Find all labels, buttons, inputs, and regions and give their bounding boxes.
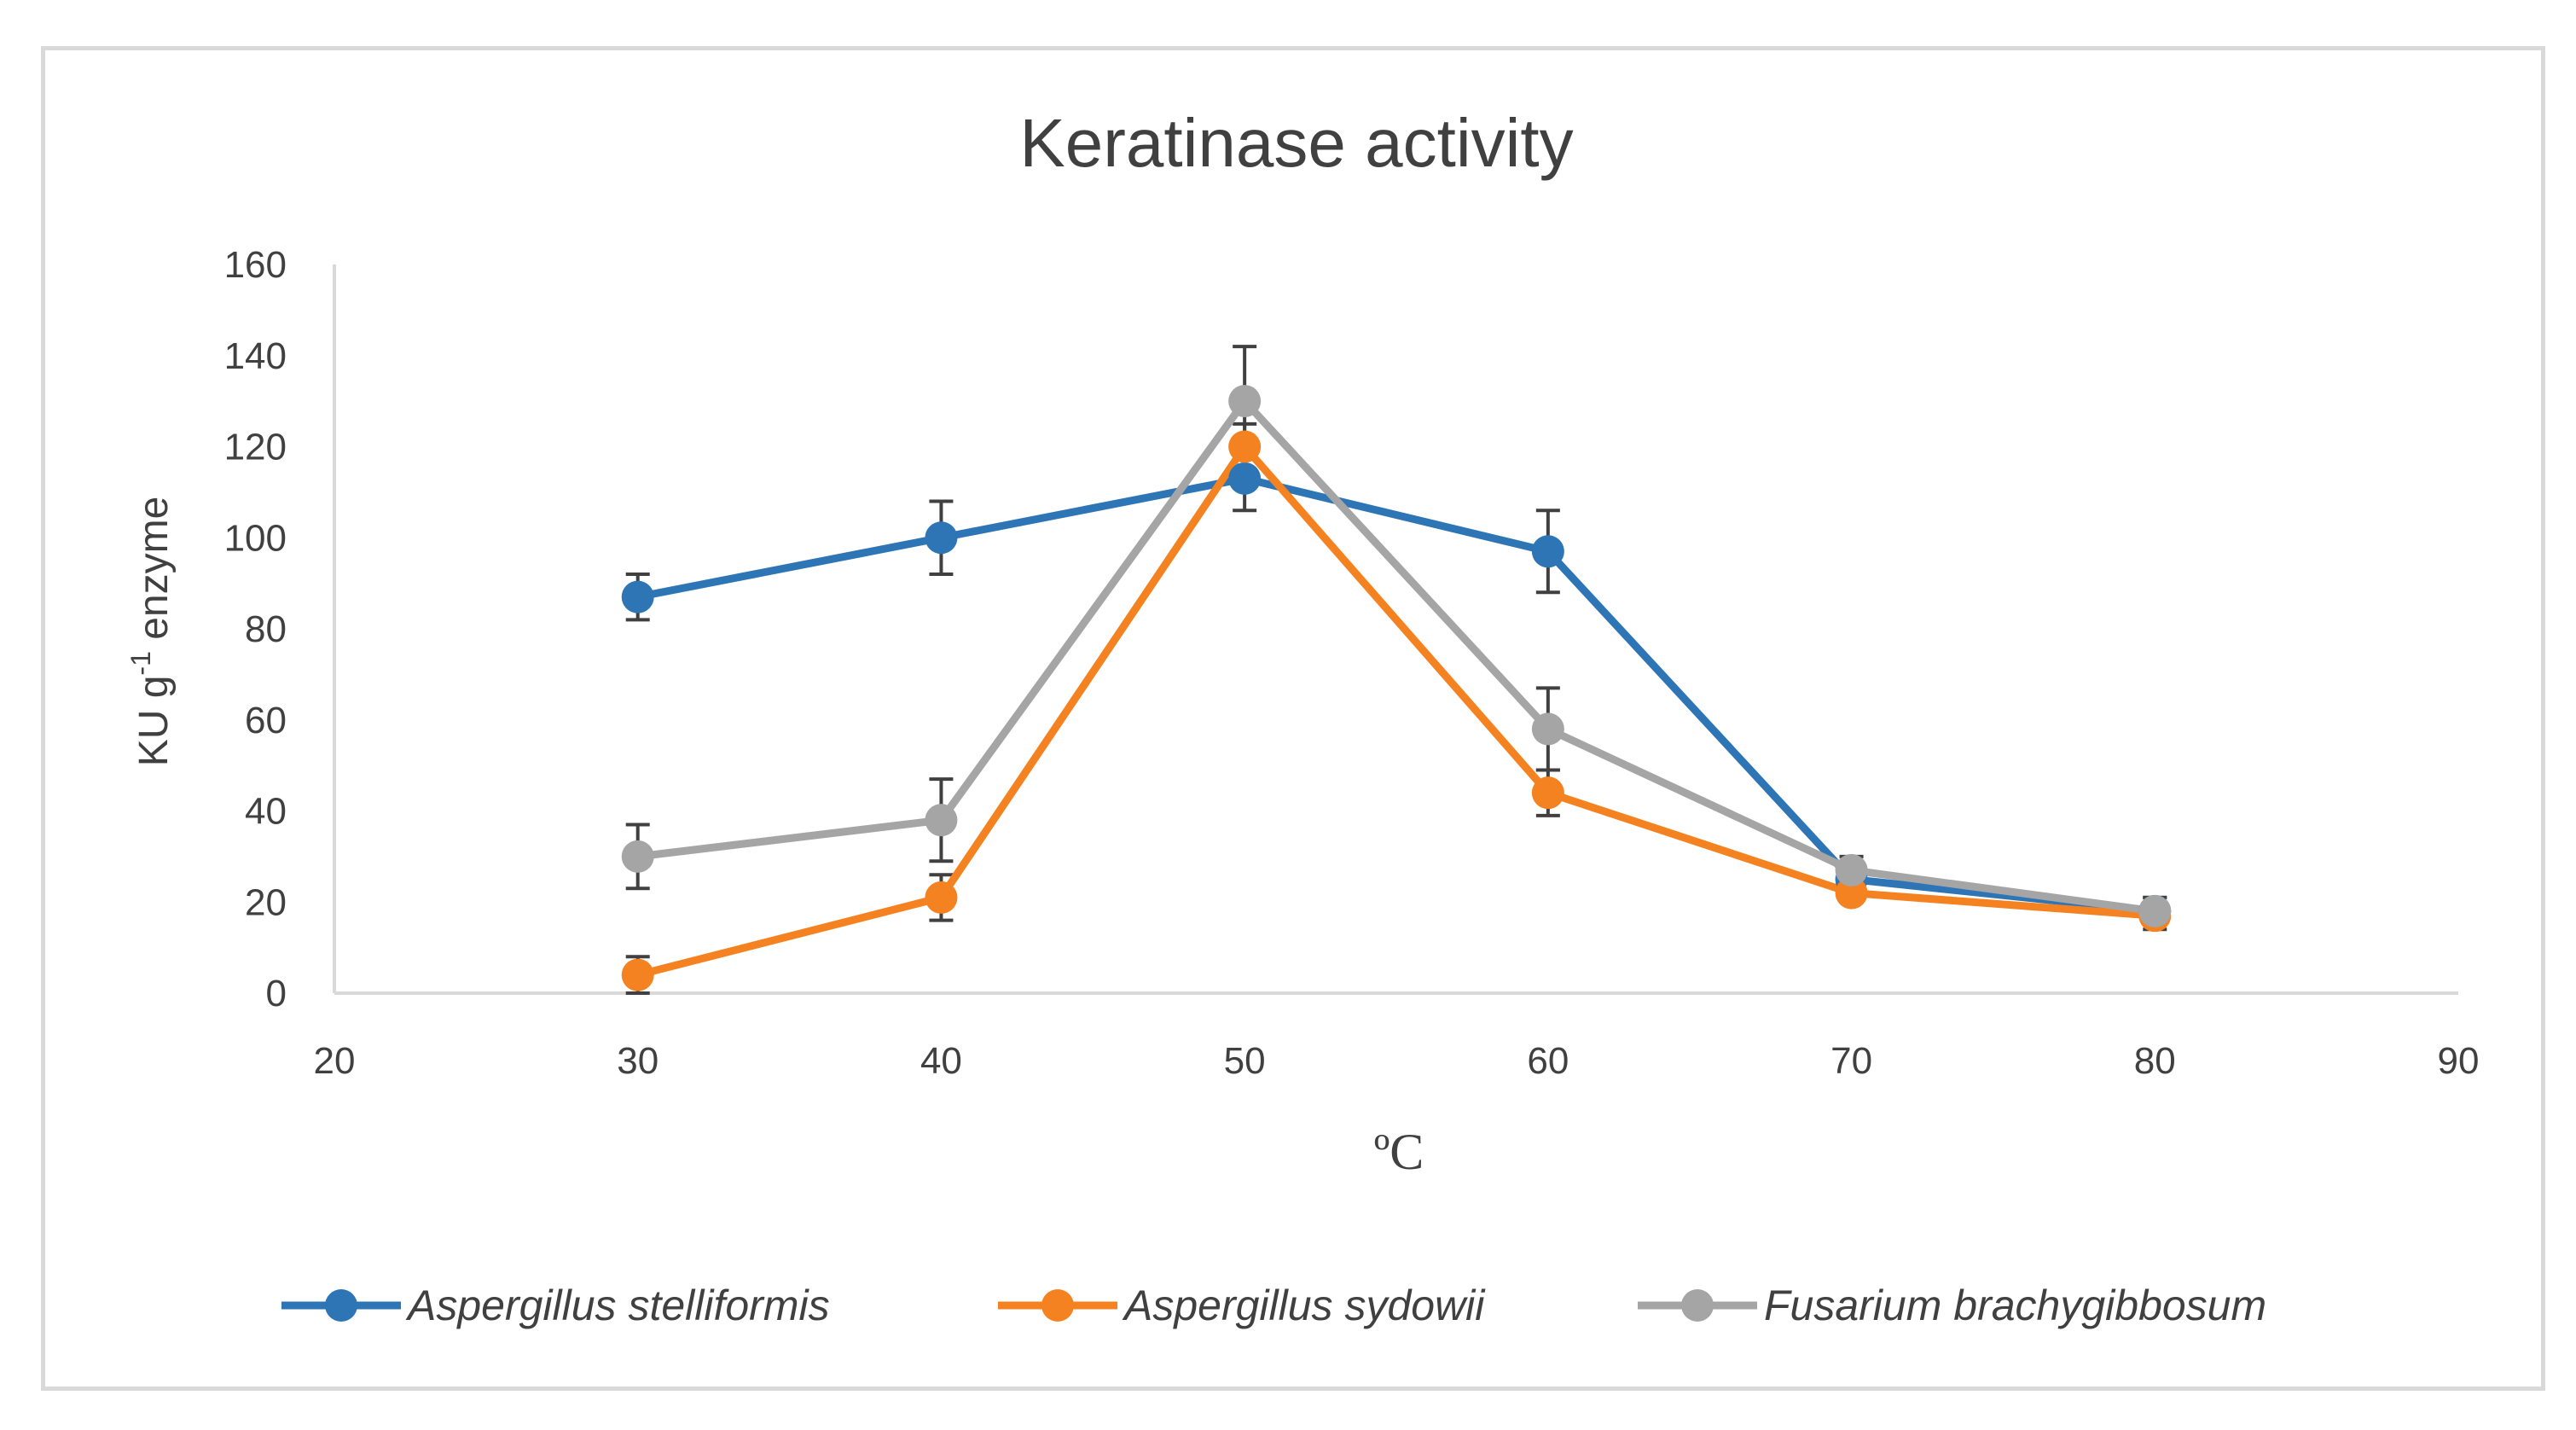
data-point	[1228, 385, 1262, 418]
y-tick-label: 80	[245, 608, 287, 650]
y-tick-label: 0	[266, 973, 287, 1014]
series-line-0	[634, 474, 2159, 916]
x-tick-label: 60	[1527, 1040, 1569, 1082]
legend-marker	[1681, 1289, 1714, 1322]
legend-item-0: Aspergillus stelliformis	[281, 1282, 830, 1329]
data-point	[925, 804, 958, 837]
y-tick-label: 160	[224, 244, 287, 286]
data-point	[925, 881, 958, 914]
y-tick-label: 40	[245, 791, 287, 833]
legend-marker	[325, 1289, 357, 1322]
legend-label: Aspergillus stelliformis	[405, 1282, 830, 1329]
data-point	[1531, 776, 1564, 810]
series-layer	[621, 345, 2172, 995]
legend-item-1: Aspergillus sydowii	[998, 1282, 1486, 1329]
x-tick-label: 90	[2438, 1040, 2480, 1082]
y-tick-label: 60	[245, 700, 287, 741]
chart-frame	[41, 46, 2545, 1391]
legend: Aspergillus stelliformis Aspergillus sydo…	[281, 1282, 2266, 1329]
data-point	[621, 840, 654, 873]
data-point	[621, 580, 654, 613]
error-bars-1	[625, 421, 2167, 995]
data-point	[1531, 535, 1564, 568]
x-tick-label: 80	[2134, 1040, 2176, 1082]
legend-label: Aspergillus sydowii	[1122, 1282, 1486, 1329]
error-bars-2	[625, 345, 2167, 927]
y-axis-title-suffix: enzyme	[131, 497, 177, 651]
data-point	[1531, 712, 1564, 746]
data-point	[621, 958, 654, 991]
y-axis-title: KU g-1 enzyme	[125, 497, 177, 767]
x-tick-label: 20	[314, 1040, 356, 1082]
x-axis-title: ºC	[1374, 1124, 1424, 1180]
y-axis-ticks: 0 20 40 60 80 100 120 140 160	[224, 244, 287, 1014]
axes	[333, 264, 2458, 995]
x-axis-ticks: 20 30 40 50 60 70 80 90	[314, 1040, 2480, 1082]
series-line-1	[634, 443, 2159, 979]
data-point	[1228, 462, 1262, 495]
data-point	[1835, 876, 1868, 910]
y-axis-title-superscript: -1	[125, 651, 156, 675]
chart-title: Keratinase activity	[1019, 105, 1573, 181]
legend-label: Fusarium brachygibbosum	[1764, 1282, 2266, 1329]
series-line-2	[634, 397, 2159, 916]
x-tick-label: 30	[617, 1040, 659, 1082]
y-tick-label: 20	[245, 881, 287, 923]
series-markers-0	[621, 462, 2172, 927]
x-tick-label: 50	[1224, 1040, 1266, 1082]
y-axis-title-base: KU g	[131, 676, 177, 767]
data-point	[1835, 853, 1868, 886]
data-point	[1228, 430, 1262, 463]
legend-item-2: Fusarium brachygibbosum	[1638, 1282, 2266, 1329]
legend-marker	[1041, 1289, 1074, 1322]
x-tick-label: 40	[920, 1040, 962, 1082]
y-tick-label: 120	[224, 427, 287, 468]
data-point	[925, 521, 958, 555]
data-point	[2138, 894, 2172, 927]
x-tick-label: 70	[1830, 1040, 1872, 1082]
series-markers-2	[621, 385, 2172, 927]
y-tick-label: 100	[224, 517, 287, 559]
y-tick-label: 140	[224, 335, 287, 377]
